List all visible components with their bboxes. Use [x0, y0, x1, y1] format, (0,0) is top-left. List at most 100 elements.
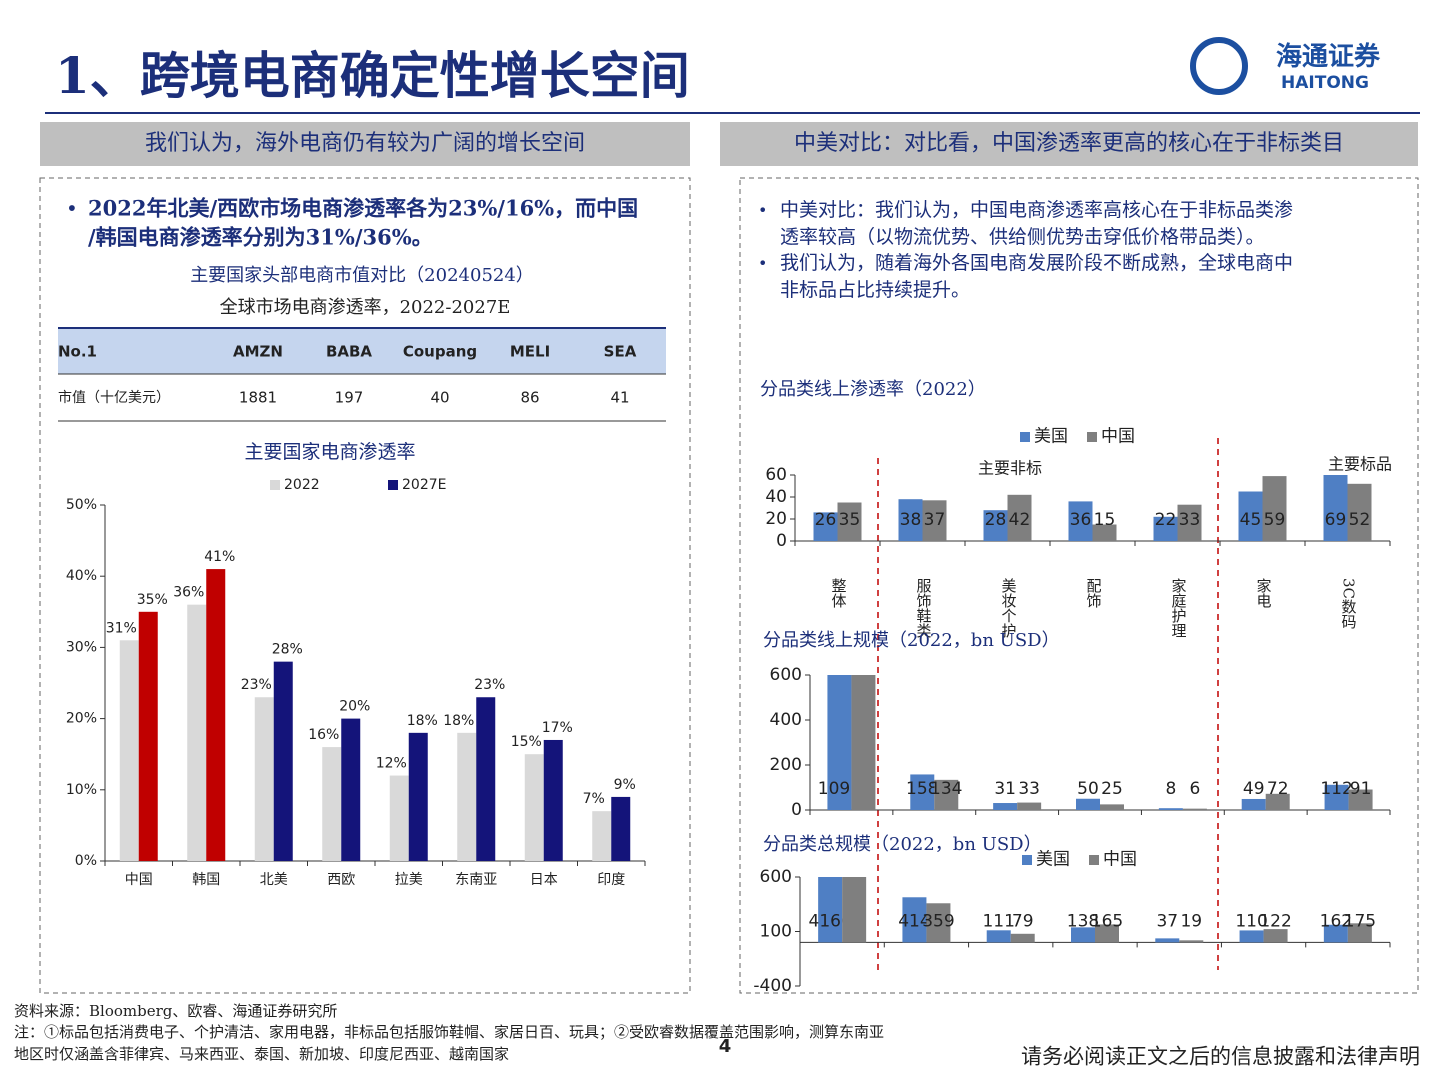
left-heading-bg: [40, 122, 690, 166]
x-tick-label: 拉美: [395, 872, 423, 888]
value-label: 122: [1259, 911, 1291, 931]
legend-label: 美国: [1036, 850, 1070, 870]
bar: [842, 877, 867, 943]
value-label: 22: [1155, 510, 1177, 530]
value-label: 79: [1012, 911, 1034, 931]
value-label: 18%: [407, 713, 438, 729]
value-label: 16%: [308, 727, 339, 743]
bar: [1265, 793, 1290, 810]
value-label: 26: [815, 510, 837, 530]
value-label: 28: [985, 510, 1007, 530]
legend-label: 美国: [1034, 427, 1068, 447]
value-label: 19: [1180, 911, 1202, 931]
bar: [206, 569, 226, 861]
bar: [273, 661, 293, 861]
value-label: 52: [1349, 510, 1371, 530]
value-label: 49: [1243, 779, 1265, 799]
y-tick-label: 0%: [75, 853, 97, 869]
y-tick-label: 100: [760, 922, 792, 942]
bar: [827, 675, 852, 810]
bar: [1347, 923, 1372, 943]
value-label: 31: [994, 779, 1016, 799]
legend-swatch: [1087, 432, 1097, 442]
bar: [1100, 804, 1124, 810]
table-header-cell: BABA: [326, 343, 372, 361]
x-tick-label: 东南亚: [455, 872, 497, 888]
bar: [1092, 524, 1117, 541]
bar: [1153, 516, 1178, 541]
bar: [524, 754, 544, 861]
bar: [1158, 808, 1183, 810]
table-header-cell: No.1: [58, 343, 97, 361]
bullet-line: 透率较高（以物流优势、供给侧优势击穿低价格带品类）。: [780, 226, 1265, 248]
disclaimer: 请务必阅读正文之后的信息披露和法律声明: [1021, 1045, 1420, 1069]
table-cell: 市值（十亿美元）: [58, 389, 170, 406]
right-panel: [739, 177, 1419, 994]
y-tick-label: 200: [770, 755, 802, 775]
bar: [138, 611, 158, 861]
bar: [341, 718, 361, 861]
logo-cn: 海通证券: [1276, 42, 1381, 72]
legend-swatch: [1022, 855, 1032, 865]
value-label: 165: [1091, 911, 1123, 931]
bar: [543, 739, 563, 861]
y-tick-label: 0: [776, 531, 787, 551]
legend-label: 2022: [284, 477, 320, 493]
bullet-line: 中美对比：我们认为，中国电商渗透率高核心在于非标品类渗: [780, 199, 1293, 221]
x-tick-label: 家庭护理: [1170, 578, 1188, 638]
bar: [986, 930, 1011, 943]
value-label: 158: [906, 779, 938, 799]
value-label: 20%: [339, 699, 370, 715]
x-tick-label: 北美: [260, 872, 288, 888]
value-label: 23%: [241, 677, 272, 693]
y-tick-label: -400: [753, 976, 792, 996]
bar: [1238, 491, 1263, 541]
y-tick-label: 0: [791, 800, 802, 820]
bar: [1182, 808, 1207, 810]
table-cell: 40: [430, 389, 449, 407]
value-label: 17%: [542, 720, 573, 736]
value-label: 41%: [204, 549, 235, 565]
bullet-dot: •: [66, 197, 78, 221]
bar: [1324, 784, 1349, 810]
value-label: 35%: [137, 592, 168, 608]
chart-title: 分品类线上渗透率（2022）: [760, 379, 986, 400]
value-label: 36: [1070, 510, 1092, 530]
value-label: 33: [1179, 510, 1201, 530]
bullet-line: /韩国电商渗透率分别为31%/36%。: [88, 225, 433, 250]
value-label: 42: [1009, 510, 1031, 530]
bar: [476, 697, 496, 861]
bar: [592, 811, 612, 861]
value-label: 12%: [376, 756, 407, 772]
bar: [910, 774, 935, 810]
value-label: 37: [1156, 911, 1178, 931]
table-cell: 1881: [239, 389, 277, 407]
footer-note: 注：①标品包括消费电子、个护清洁、家用电器，非标品包括服饰鞋帽、家居日百、玩具；…: [14, 1023, 884, 1041]
table-title: 主要国家头部电商市值对比（20240524）: [190, 265, 534, 286]
chart-caption: 全球市场电商渗透率，2022-2027E: [220, 297, 511, 318]
table-cell: 197: [335, 389, 364, 407]
x-tick-label: 服饰鞋类: [915, 578, 933, 638]
bar: [1348, 789, 1373, 810]
legend-swatch: [270, 480, 280, 490]
bar: [611, 796, 631, 861]
value-label: 7%: [583, 791, 605, 807]
value-label: 111: [982, 911, 1014, 931]
bar: [851, 675, 876, 810]
value-label: 25: [1101, 779, 1123, 799]
value-label: 37: [924, 510, 946, 530]
page-number: 4: [719, 1036, 732, 1057]
bar: [1007, 494, 1032, 541]
y-tick-label: 60: [765, 465, 787, 485]
chart-title: 分品类线上规模（2022，bn USD）: [763, 630, 1060, 651]
value-label: 23%: [474, 677, 505, 693]
legend-label: 中国: [1103, 850, 1137, 870]
bar: [926, 903, 951, 943]
bar: [1071, 927, 1095, 943]
bar: [254, 697, 274, 861]
table-header-cell: Coupang: [403, 343, 477, 361]
bar: [1179, 940, 1204, 943]
y-tick-label: 40%: [66, 568, 97, 584]
bullet-dot: •: [758, 254, 767, 273]
